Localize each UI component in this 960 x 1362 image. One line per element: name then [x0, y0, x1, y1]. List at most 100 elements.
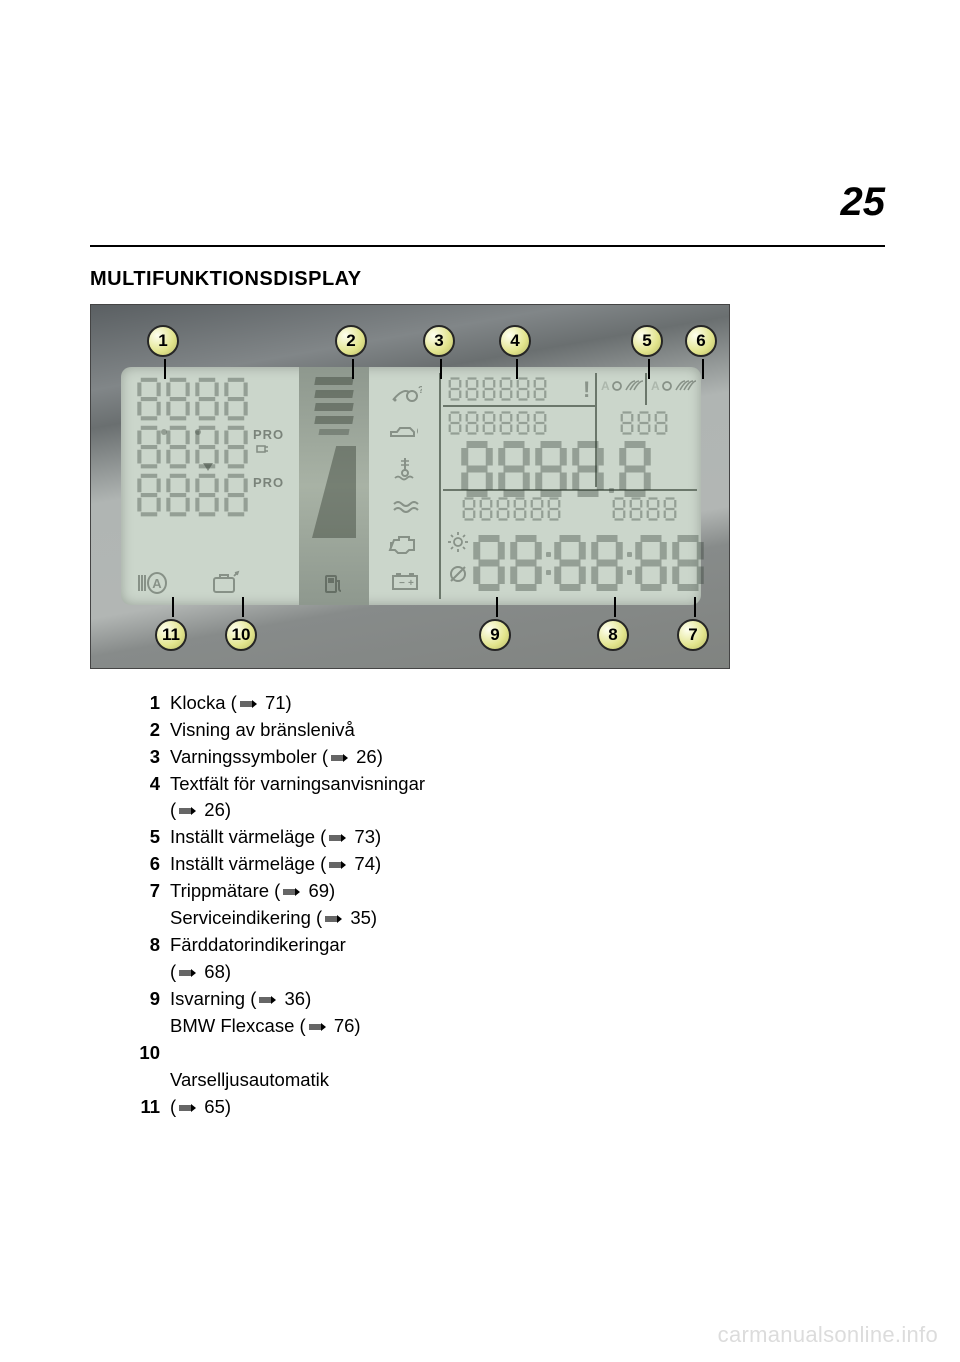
- callout-badge-9: 9: [479, 619, 511, 651]
- seven-seg-digit: [481, 411, 497, 435]
- seven-seg-digit: [464, 377, 480, 401]
- seven-seg-digit: [532, 377, 548, 401]
- legend-item: 6Inställt värmeläge ( 74): [130, 851, 435, 877]
- svg-text:−: −: [399, 578, 405, 589]
- legend-item: BMW Flexcase ( 76): [130, 1013, 435, 1039]
- seven-seg-digit: [589, 535, 625, 591]
- legend-item: 9Isvarning ( 36): [130, 986, 435, 1012]
- seven-seg-digit: [164, 377, 192, 421]
- callout-badge-1: 1: [147, 325, 179, 357]
- legend-item: 10: [130, 1040, 435, 1066]
- legend-item: 8Färddatorindikeringar: [130, 932, 435, 958]
- oil-icon: [387, 422, 423, 440]
- seven-seg-digit: [532, 411, 548, 435]
- legend-item: Varselljusautomatik: [130, 1067, 435, 1093]
- seven-seg-digit: [164, 473, 192, 517]
- seven-seg-digit: [515, 411, 531, 435]
- seven-seg-digit: [498, 377, 514, 401]
- seven-seg-digit: [464, 411, 480, 435]
- seven-seg-digit: [633, 535, 669, 591]
- callout-badge-4: 4: [499, 325, 531, 357]
- svg-text:?: ?: [418, 385, 422, 396]
- seven-seg-digit: [653, 411, 669, 435]
- warning-icon-column: ? −+: [371, 367, 439, 605]
- seven-seg-digit: [135, 425, 163, 469]
- seven-seg-digit: [508, 535, 544, 591]
- callout-badge-11: 11: [155, 619, 187, 651]
- average-icon: [447, 563, 469, 585]
- legend-item: 11( 65): [130, 1094, 435, 1120]
- legend-item: 2Visning av bränslenivå: [130, 717, 435, 743]
- seven-seg-digit: [628, 497, 644, 521]
- callout-badge-7: 7: [677, 619, 709, 651]
- seven-seg-digit: [552, 535, 588, 591]
- seven-seg-digit: [570, 441, 606, 497]
- seven-seg-digit: [662, 497, 678, 521]
- legend-item: 5Inställt värmeläge ( 73): [130, 824, 435, 850]
- seven-seg-digit: [546, 497, 562, 521]
- seven-seg-digit: [495, 497, 511, 521]
- seven-seg-digit: [135, 377, 163, 421]
- seven-seg-digit: [617, 441, 653, 497]
- divider: [90, 245, 885, 247]
- seven-seg-digit: [611, 497, 627, 521]
- callout-badge-5: 5: [631, 325, 663, 357]
- seven-seg-digit: [636, 411, 652, 435]
- legend-item: ( 68): [130, 959, 435, 985]
- legend-item: Serviceindikering ( 35): [130, 905, 435, 931]
- battery-icon: −+: [390, 571, 420, 591]
- multifunction-display-figure: 1 2 3 4 56 PRO PRO A: [90, 304, 730, 669]
- seven-seg-digit: [459, 441, 495, 497]
- exclaim-icon: !: [583, 377, 590, 403]
- page-number: 25: [841, 180, 886, 225]
- seven-seg-digit: [193, 425, 221, 469]
- seven-seg-digit: [447, 411, 463, 435]
- plug-icon: [255, 442, 269, 456]
- seven-seg-digit: [515, 377, 531, 401]
- callout-badge-2: 2: [335, 325, 367, 357]
- lcd-panel: PRO PRO A: [121, 367, 701, 605]
- pro-label-1: PRO: [253, 427, 284, 442]
- legend-item: 3Varningssymboler ( 26): [130, 744, 435, 770]
- seven-seg-digit: [471, 535, 507, 591]
- abs-glyph-1: A: [601, 379, 644, 393]
- fuel-pump-icon: [323, 573, 345, 595]
- seven-seg-digit: [193, 377, 221, 421]
- seven-seg-digit: [478, 497, 494, 521]
- watermark: carmanualsonline.info: [718, 1322, 938, 1348]
- legend-item: 4Textfält för varningsanvis­ningar ( 26): [130, 771, 435, 823]
- ice-warning-icon: [390, 497, 420, 517]
- callout-badge-6: 6: [685, 325, 717, 357]
- svg-text:+: +: [408, 578, 414, 589]
- seven-seg-digit: [222, 377, 250, 421]
- seven-seg-digit: [533, 441, 569, 497]
- seven-seg-digit: [222, 473, 250, 517]
- seven-seg-digit: [164, 425, 192, 469]
- seven-seg-digit: [619, 411, 635, 435]
- seven-seg-digit: [193, 473, 221, 517]
- fuel-gauge-column: [299, 367, 369, 605]
- coolant-temp-icon: [390, 455, 420, 481]
- brightness-icon: [447, 531, 469, 553]
- seven-seg-digit: [496, 441, 532, 497]
- seven-seg-digit: [498, 411, 514, 435]
- legend-item: 7Trippmätare ( 69): [130, 878, 435, 904]
- auto-light-icon: A: [135, 569, 169, 597]
- legend-list: 1Klocka ( 71)2Visning av bränslenivå3Var…: [130, 690, 435, 1121]
- section-title: MULTIFUNKTIONSDISPLAY: [90, 268, 362, 291]
- bottom-left-icons: A: [135, 569, 241, 597]
- callout-badge-8: 8: [597, 619, 629, 651]
- seven-seg-digit: [447, 377, 463, 401]
- callout-badge-10: 10: [225, 619, 257, 651]
- seven-seg-digit: [222, 425, 250, 469]
- seven-seg-digit: [512, 497, 528, 521]
- key-ignition-icon: ?: [388, 385, 422, 407]
- callout-badge-3: 3: [423, 325, 455, 357]
- seven-seg-digit: [670, 535, 706, 591]
- legend-item: 1Klocka ( 71): [130, 690, 435, 716]
- seven-seg-digit: [645, 497, 661, 521]
- pro-label-2: PRO: [253, 475, 284, 490]
- seven-seg-digit: [135, 473, 163, 517]
- abs-glyph-2: A: [651, 379, 696, 393]
- seven-seg-digit: [481, 377, 497, 401]
